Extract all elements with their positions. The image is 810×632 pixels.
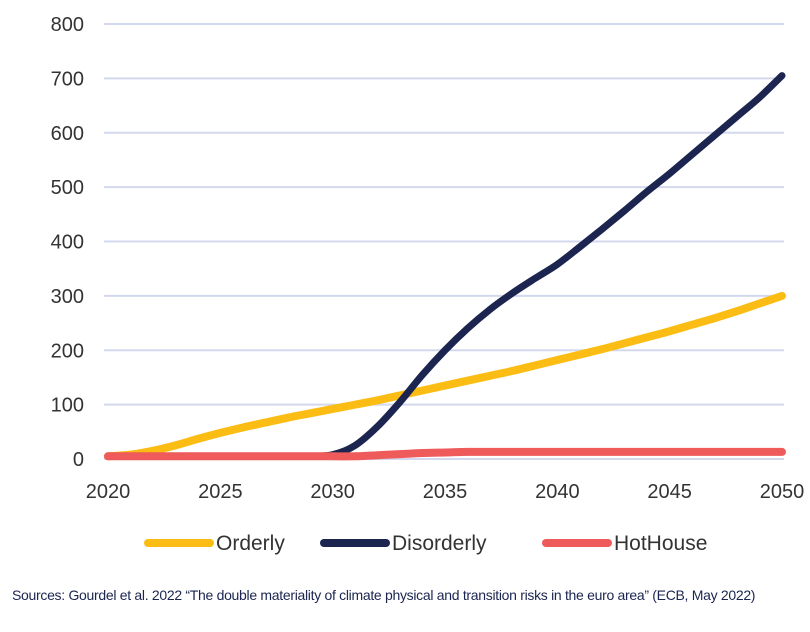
- x-tick-label: 2035: [423, 481, 468, 503]
- y-tick-label: 100: [51, 395, 84, 417]
- series-line-orderly: [104, 291, 786, 461]
- legend-label: Disorderly: [392, 532, 487, 555]
- x-tick-label: 2045: [647, 481, 692, 503]
- y-axis: 0 100 200 300 400 500 600 700 800: [51, 14, 84, 471]
- legend: Orderly Disorderly HotHouse: [144, 532, 707, 555]
- y-tick-label: 0: [73, 449, 84, 471]
- y-tick-label: 600: [51, 123, 84, 145]
- y-tick-label: 200: [51, 340, 84, 362]
- x-tick-label: 2030: [310, 481, 355, 503]
- series-line-hothouse: [104, 447, 786, 461]
- series-lines: [104, 72, 786, 461]
- x-tick-label: 2020: [86, 481, 131, 503]
- legend-label: HotHouse: [614, 532, 707, 555]
- gridlines: [104, 23, 784, 460]
- source-note: Sources: Gourdel et al. 2022 “The double…: [12, 587, 756, 603]
- y-tick-label: 300: [51, 286, 84, 308]
- y-tick-label: 500: [51, 177, 84, 199]
- y-tick-label: 700: [51, 68, 84, 90]
- x-tick-label: 2025: [198, 481, 243, 503]
- y-tick-label: 800: [51, 14, 84, 36]
- x-axis: 2020 2025 2030 2035 2040 2045 2050: [86, 481, 805, 503]
- x-tick-label: 2040: [535, 481, 580, 503]
- x-tick-label: 2050: [760, 481, 805, 503]
- legend-label: Orderly: [216, 532, 285, 555]
- y-tick-label: 400: [51, 232, 84, 254]
